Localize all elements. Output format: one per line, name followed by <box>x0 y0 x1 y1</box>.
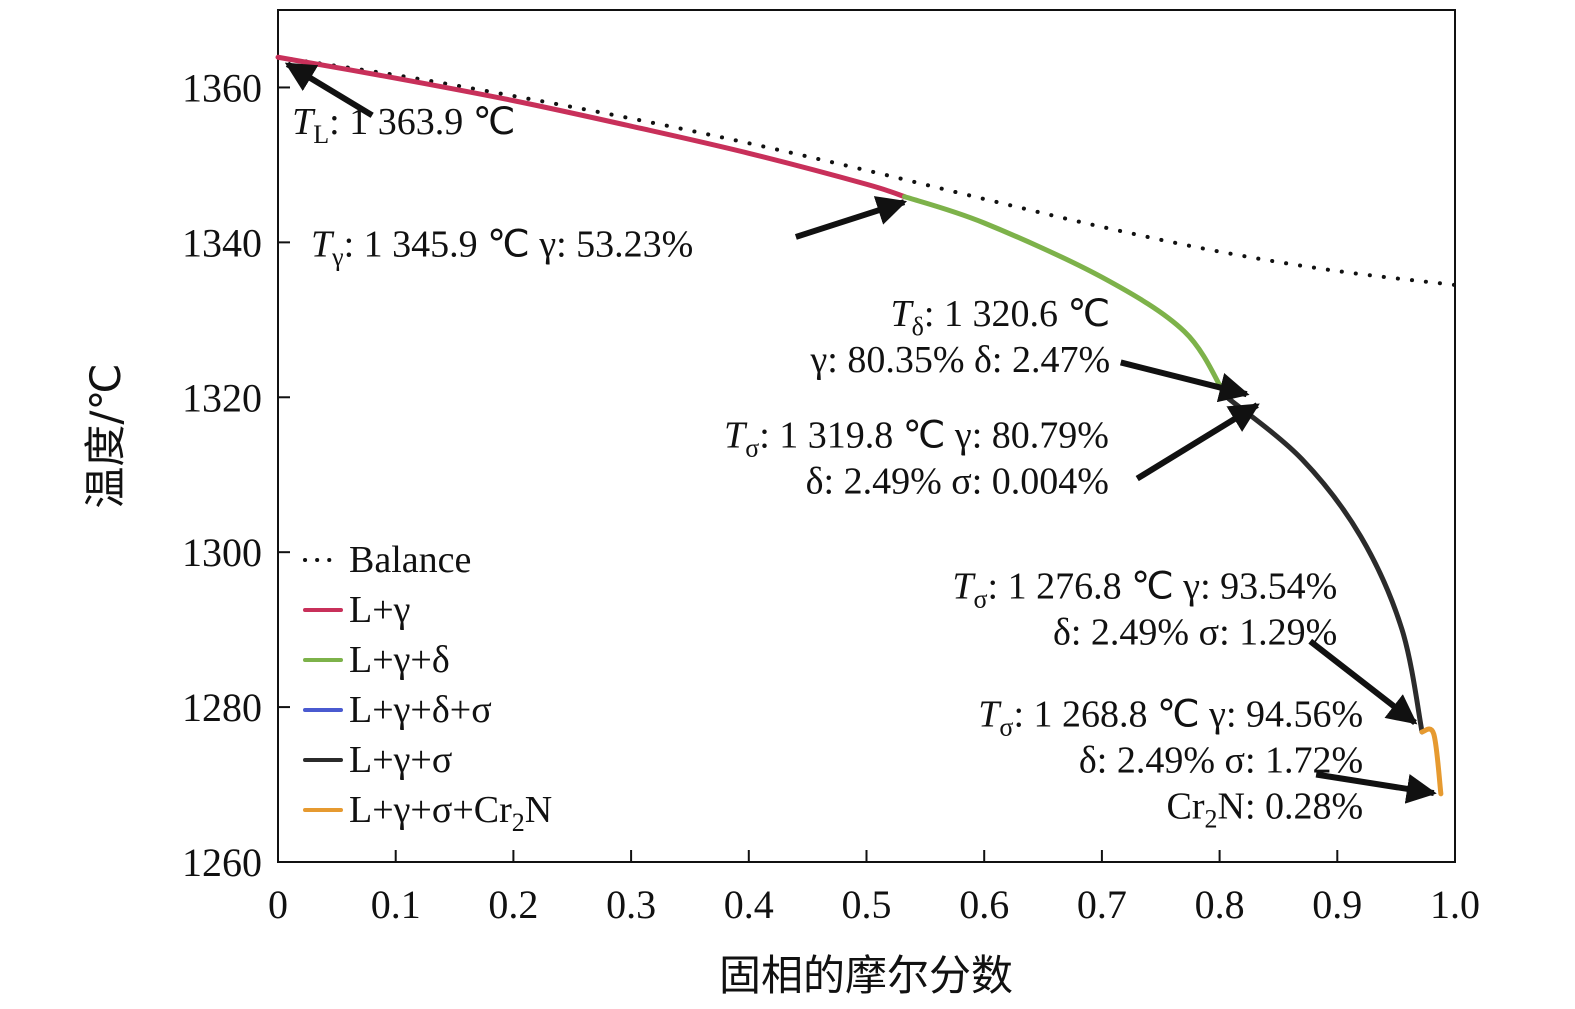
annotation-Tsigma3: Tσ: 1 268.8 ℃ γ: 94.56%δ: 2.49% σ: 1.72%… <box>978 693 1437 833</box>
series-line-4 <box>1226 396 1425 735</box>
annotation-text: δ: 2.49% σ: 0.004% <box>806 461 1109 503</box>
annotation-text: Tσ: 1 319.8 ℃ γ: 80.79% <box>724 415 1109 463</box>
x-tick-label: 0 <box>268 882 288 927</box>
y-tick-label: 1260 <box>182 840 262 885</box>
y-axis-label: 温度/℃ <box>81 363 130 508</box>
legend-label: L+γ <box>349 589 410 631</box>
x-tick-label: 0.7 <box>1077 882 1127 927</box>
x-tick-label: 1.0 <box>1430 882 1480 927</box>
annotation-arrow <box>1119 359 1250 403</box>
annotation-Tsigma2: Tσ: 1 276.8 ℃ γ: 93.54%δ: 2.49% σ: 1.29% <box>952 566 1418 725</box>
x-tick-label: 0.2 <box>488 882 538 927</box>
legend-label: Balance <box>349 539 471 581</box>
x-tick-label: 0.5 <box>842 882 892 927</box>
annotation-layer: TL: 1 363.9 ℃ Tγ: 1 345.9 ℃ γ: 53.23% Tδ: … <box>284 61 1437 833</box>
annotation-text: Cr2N: 0.28% <box>1167 785 1364 833</box>
x-tick-label: 0.6 <box>959 882 1009 927</box>
annotation-text: γ: 80.35% δ: 2.47% <box>810 339 1111 381</box>
legend-item-2: L+γ+δ <box>303 639 450 681</box>
legend: Balance L+γ L+γ+δ L+γ+δ+σ L+γ+σ L+γ+σ+Cr2N <box>303 539 552 837</box>
annotation-arrow <box>1308 638 1418 725</box>
annotation-text: δ: 2.49% σ: 1.72% <box>1079 739 1363 781</box>
annotation-arrow <box>1135 402 1260 482</box>
annotation-TL: TL: 1 363.9 ℃ <box>284 61 515 149</box>
annotation-text: Tγ: 1 345.9 ℃ γ: 53.23% <box>311 223 693 271</box>
series-line-5 <box>1419 726 1444 797</box>
y-tick-label: 1340 <box>182 220 262 265</box>
annotation-Tgamma: Tγ: 1 345.9 ℃ γ: 53.23% <box>311 196 908 271</box>
annotation-text: Tσ: 1 268.8 ℃ γ: 94.56% <box>978 693 1363 741</box>
x-axis-label: 固相的摩尔分数 <box>719 951 1013 1000</box>
legend-item-4: L+γ+σ <box>303 739 452 781</box>
annotation-arrow <box>284 61 374 118</box>
y-tick-label: 1360 <box>182 65 262 110</box>
annotation-Tsigma1: Tσ: 1 319.8 ℃ γ: 80.79%δ: 2.49% σ: 0.004… <box>724 402 1260 503</box>
legend-label: L+γ+δ <box>349 639 450 681</box>
x-tick-label: 0.3 <box>606 882 656 927</box>
series-layer <box>275 54 1457 797</box>
annotation-text: Tσ: 1 276.8 ℃ γ: 93.54% <box>952 566 1337 614</box>
annotation-text: TL: 1 363.9 ℃ <box>292 101 515 149</box>
annotation-arrow <box>794 196 908 240</box>
legend-item-5: L+γ+σ+Cr2N <box>303 789 552 837</box>
annotation-Tdelta: Tδ: 1 320.6 ℃γ: 80.35% δ: 2.47% <box>810 293 1250 403</box>
legend-label: L+γ+σ <box>349 739 452 781</box>
legend-item-1: L+γ <box>303 589 410 631</box>
x-tick-label: 0.4 <box>724 882 774 927</box>
annotation-arrow <box>1315 771 1437 804</box>
x-axis: 0 0.1 0.2 0.3 0.4 0.5 0.6 0.7 0.8 0.9 1.0 <box>268 850 1480 927</box>
series-line-2 <box>902 194 1227 396</box>
legend-label: L+γ+σ+Cr2N <box>349 789 552 837</box>
series-line-1 <box>275 54 908 200</box>
annotation-text: Tδ: 1 320.6 ℃ <box>890 293 1110 341</box>
legend-item-0: Balance <box>303 539 471 581</box>
y-tick-label: 1280 <box>182 685 262 730</box>
y-tick-label: 1300 <box>182 530 262 575</box>
x-tick-label: 0.1 <box>371 882 421 927</box>
x-tick-label: 0.9 <box>1312 882 1362 927</box>
legend-label: L+γ+δ+σ <box>349 689 492 731</box>
y-tick-label: 1320 <box>182 375 262 420</box>
y-axis: 1260 1280 1300 1320 1340 1360 <box>182 65 290 885</box>
legend-item-3: L+γ+δ+σ <box>303 689 492 731</box>
annotation-text: δ: 2.49% σ: 1.29% <box>1053 612 1337 654</box>
x-tick-label: 0.8 <box>1195 882 1245 927</box>
